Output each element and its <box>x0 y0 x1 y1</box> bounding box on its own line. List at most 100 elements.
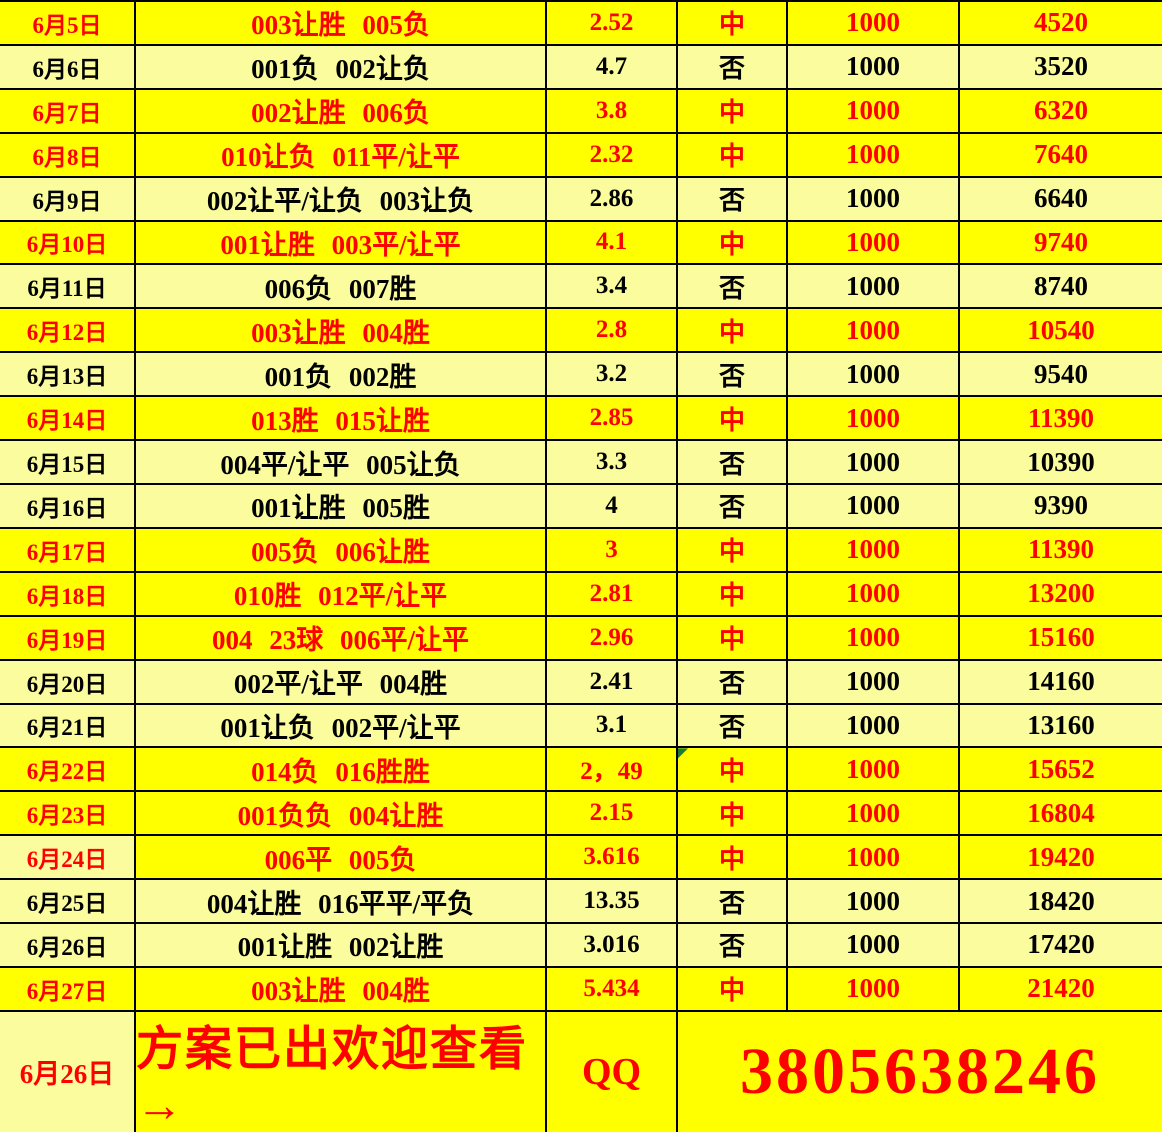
cell-date: 6月26日 <box>0 924 136 968</box>
cell-odds-text: 2.85 <box>589 404 634 432</box>
cell-stake: 1000 <box>788 177 960 222</box>
table-row: 6月24日 006平 005负 3.616 中 1000 19420 <box>0 836 1162 881</box>
cell-picks-text: 001让胜 002让胜 <box>237 932 444 963</box>
cell-date-text: 6月25日 <box>26 891 108 917</box>
cell-stake: 1000 <box>788 89 960 134</box>
table-row: 6月13日 001负 002胜 3.2 否 1000 9540 <box>0 353 1162 398</box>
cell-result: 否 <box>678 924 788 968</box>
cell-result: 否 <box>678 660 788 705</box>
cell-result-text: 中 <box>718 800 745 830</box>
cell-stake: 1000 <box>788 265 960 310</box>
cell-result: 否 <box>678 353 788 398</box>
cell-total-text: 15652 <box>1027 753 1095 784</box>
cell-result-text: 否 <box>718 54 745 84</box>
cell-date-text: 6月15日 <box>26 452 108 478</box>
cell-total: 9740 <box>960 221 1162 266</box>
cell-stake: 1000 <box>788 397 960 442</box>
cell-date-text: 6月9日 <box>32 188 102 214</box>
cell-picks-text: 004平/让平 005让负 <box>220 449 461 480</box>
cell-stake-text: 1000 <box>846 51 900 82</box>
cell-stake: 1000 <box>788 353 960 398</box>
cell-date-text: 6月19日 <box>26 627 108 653</box>
cell-odds: 3.2 <box>547 353 678 398</box>
cell-result-text: 中 <box>718 976 745 1006</box>
cell-date-text: 6月6日 <box>32 56 102 82</box>
cell-odds-text: 3.1 <box>595 711 628 739</box>
cell-total: 14160 <box>960 660 1162 705</box>
cell-date: 6月21日 <box>0 704 136 749</box>
cell-stake-text: 1000 <box>846 139 900 170</box>
cell-picks: 001让负 002平/让平 <box>136 704 547 749</box>
cell-picks: 002平/让平 004胜 <box>136 660 547 705</box>
cell-odds: 2.86 <box>547 177 678 222</box>
cell-total: 11390 <box>960 397 1162 442</box>
cell-picks-text: 013胜 015让胜 <box>251 405 430 436</box>
cell-result: 中 <box>678 836 788 881</box>
cell-date: 6月17日 <box>0 528 136 573</box>
cell-date: 6月18日 <box>0 572 136 617</box>
table-row: 6月11日 006负 007胜 3.4 否 1000 8740 <box>0 265 1162 310</box>
cell-odds-text: 4 <box>605 491 618 519</box>
cell-total: 13200 <box>960 572 1162 617</box>
cell-total: 15652 <box>960 748 1162 793</box>
cell-picks: 002让平/让负 003让负 <box>136 177 547 222</box>
cell-total: 8740 <box>960 265 1162 310</box>
cell-odds-text: 2，49 <box>580 758 643 786</box>
cell-picks: 004平/让平 005让负 <box>136 441 547 485</box>
cell-stake-text: 1000 <box>846 402 900 433</box>
cell-total-text: 11390 <box>1027 534 1094 565</box>
cell-odds: 2，49 <box>547 748 678 793</box>
cell-stake-text: 1000 <box>846 534 900 565</box>
cell-result-text: 否 <box>718 186 745 216</box>
cell-picks-text: 005负 006让胜 <box>251 537 430 568</box>
cell-stake-text: 1000 <box>846 490 900 521</box>
cell-result-text: 中 <box>718 98 745 128</box>
cell-stake-text: 1000 <box>846 7 900 38</box>
cell-total: 7640 <box>960 133 1162 178</box>
cell-date: 6月12日 <box>0 309 136 354</box>
cell-date: 6月14日 <box>0 397 136 442</box>
cell-total-text: 9740 <box>1034 226 1088 257</box>
cell-odds: 13.35 <box>547 880 678 925</box>
cell-result-text: 中 <box>718 317 745 347</box>
cell-date-text: 6月7日 <box>32 100 102 126</box>
cell-odds: 2.85 <box>547 397 678 442</box>
table-row: 6月16日 001让胜 005胜 4 否 1000 9390 <box>0 484 1162 529</box>
cell-result-text: 中 <box>718 537 745 567</box>
cell-date-text: 6月27日 <box>26 978 108 1004</box>
cell-date: 6月11日 <box>0 265 136 310</box>
table-row: 6月26日 001让胜 002让胜 3.016 否 1000 17420 <box>0 924 1162 968</box>
table-row: 6月5日 003让胜 005负 2.52 中 1000 4520 <box>0 2 1162 46</box>
cell-result: 中 <box>678 89 788 134</box>
cell-odds: 2.8 <box>547 309 678 354</box>
cell-result-text: 中 <box>718 756 745 786</box>
cell-total: 11390 <box>960 528 1162 573</box>
cell-odds: 3.8 <box>547 89 678 134</box>
cell-total-text: 13160 <box>1027 709 1095 740</box>
cell-picks-text: 003让胜 004胜 <box>251 976 430 1007</box>
cell-stake-text: 1000 <box>846 622 900 653</box>
cell-odds: 2.41 <box>547 660 678 705</box>
cell-picks-text: 001负 002胜 <box>264 361 417 392</box>
table-row: 6月17日 005负 006让胜 3 中 1000 11390 <box>0 528 1162 573</box>
cell-result: 否 <box>678 45 788 90</box>
cell-total: 3520 <box>960 45 1162 90</box>
cell-result: 中 <box>678 748 788 793</box>
cell-stake: 1000 <box>788 309 960 354</box>
cell-total-text: 16804 <box>1027 797 1095 828</box>
cell-stake: 1000 <box>788 967 960 1012</box>
cell-total: 17420 <box>960 924 1162 968</box>
cell-picks-text: 006平 005负 <box>264 844 417 875</box>
cell-result: 否 <box>678 177 788 222</box>
cell-total-text: 10540 <box>1027 314 1095 345</box>
cell-total: 15160 <box>960 616 1162 661</box>
cell-odds-text: 13.35 <box>583 887 640 915</box>
cell-odds: 3.1 <box>547 704 678 749</box>
cell-odds-text: 2.32 <box>589 140 634 168</box>
cell-picks-text: 002让胜 006负 <box>251 98 430 129</box>
footer-qq-number: 3805638246 <box>678 1011 1162 1132</box>
cell-date: 6月19日 <box>0 616 136 661</box>
cell-odds-text: 3 <box>605 535 618 563</box>
cell-picks: 003让胜 004胜 <box>136 309 547 354</box>
